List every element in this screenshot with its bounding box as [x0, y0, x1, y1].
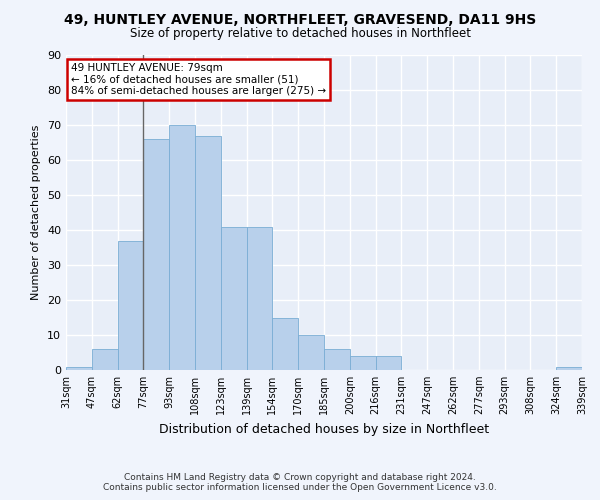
Bar [221, 226, 247, 370]
Bar [298, 335, 324, 370]
Bar [556, 366, 582, 370]
Text: Size of property relative to detached houses in Northfleet: Size of property relative to detached ho… [130, 28, 470, 40]
Text: 49, HUNTLEY AVENUE, NORTHFLEET, GRAVESEND, DA11 9HS: 49, HUNTLEY AVENUE, NORTHFLEET, GRAVESEN… [64, 12, 536, 26]
Bar [143, 139, 169, 370]
Bar [118, 240, 143, 370]
X-axis label: Distribution of detached houses by size in Northfleet: Distribution of detached houses by size … [159, 422, 489, 436]
Bar [272, 318, 298, 370]
Y-axis label: Number of detached properties: Number of detached properties [31, 125, 41, 300]
Bar [350, 356, 376, 370]
Bar [92, 349, 118, 370]
Bar [247, 226, 272, 370]
Bar [169, 125, 195, 370]
Text: 49 HUNTLEY AVENUE: 79sqm
← 16% of detached houses are smaller (51)
84% of semi-d: 49 HUNTLEY AVENUE: 79sqm ← 16% of detach… [71, 63, 326, 96]
Bar [66, 366, 92, 370]
Bar [376, 356, 401, 370]
Bar [195, 136, 221, 370]
Text: Contains HM Land Registry data © Crown copyright and database right 2024.
Contai: Contains HM Land Registry data © Crown c… [103, 473, 497, 492]
Bar [324, 349, 350, 370]
